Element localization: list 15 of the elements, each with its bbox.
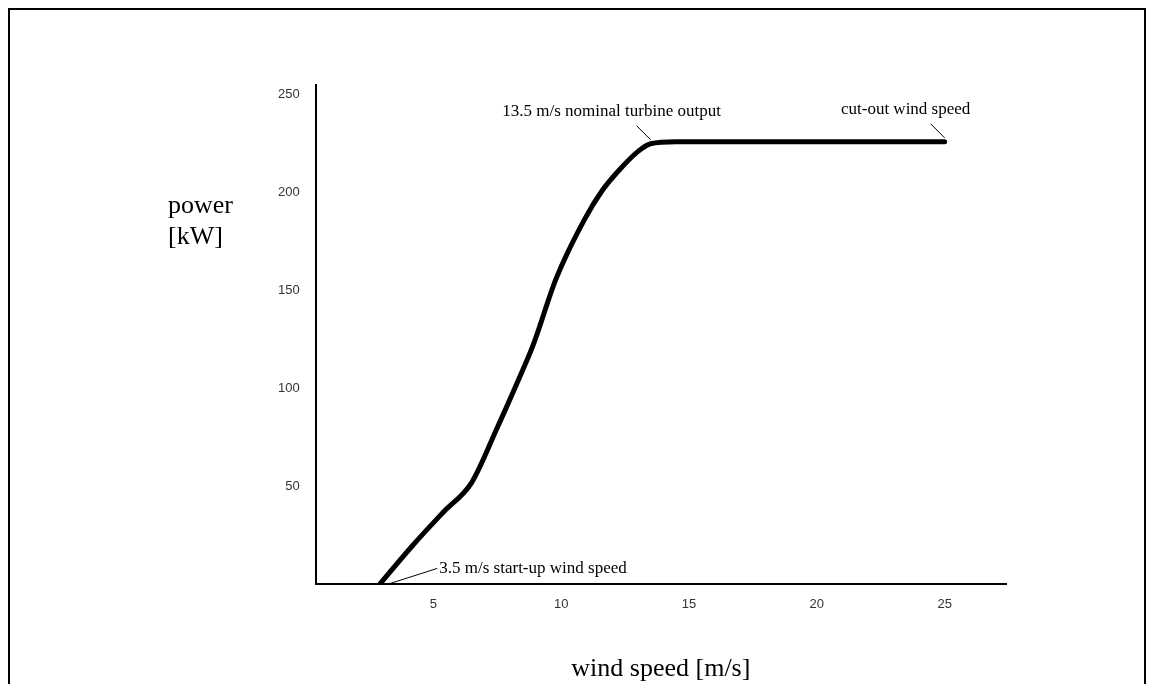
annotation: cut-out wind speed: [840, 98, 971, 118]
x-tick-label: 20: [809, 595, 825, 611]
y-axis-title: power [kW]: [168, 190, 234, 250]
annotation: 13.5 m/s nominal turbine output: [502, 100, 722, 120]
y-tick-label: 150: [277, 282, 300, 298]
y-tick-label: 100: [277, 380, 300, 396]
y-tick-label: 250: [277, 86, 300, 102]
y-tick-label: 50: [285, 478, 300, 494]
x-tick-label: 15: [681, 595, 697, 611]
annotation: 3.5 m/s start-up wind speed: [439, 557, 628, 577]
x-tick-label: 5: [429, 595, 437, 611]
x-tick-label: 10: [553, 595, 569, 611]
x-tick-label: 25: [937, 595, 952, 611]
x-axis-title: wind speed [m/s]: [571, 653, 751, 682]
y-tick-label: 200: [277, 184, 300, 200]
